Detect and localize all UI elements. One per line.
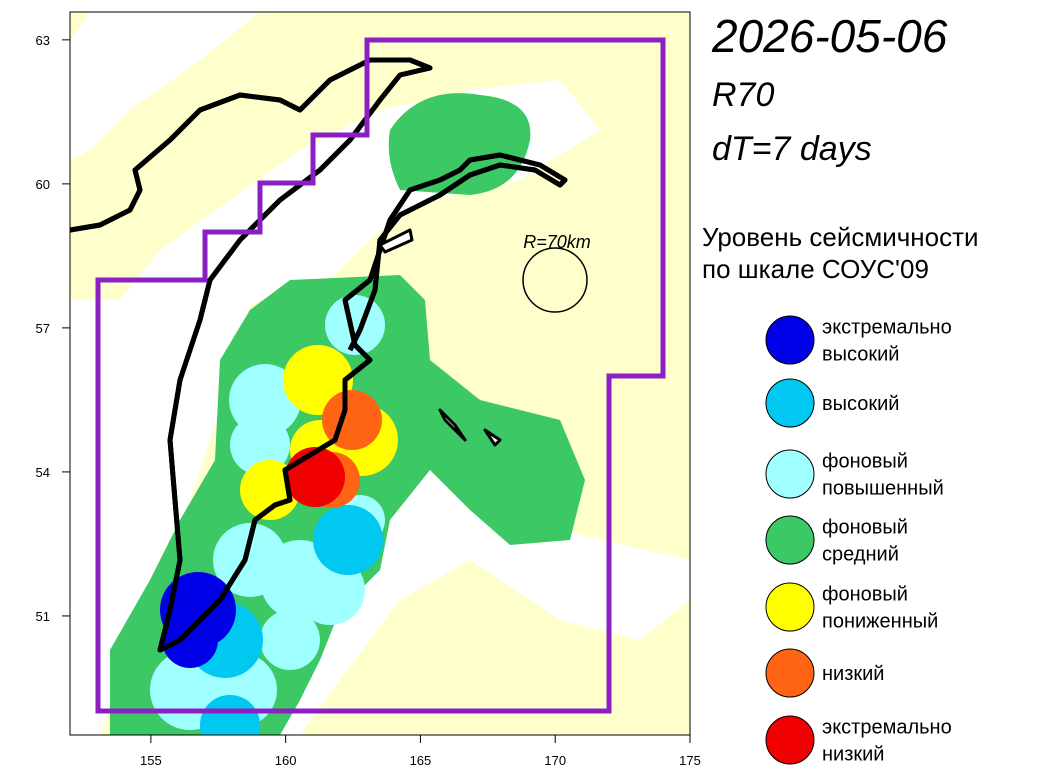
legend-swatch — [765, 582, 815, 632]
region-boundary — [95, 37, 666, 714]
legend-label: средний — [822, 544, 899, 566]
legend-swatch — [765, 715, 815, 765]
circle-label: R=70km — [523, 232, 591, 252]
date-title: 2026-05-06 — [711, 10, 948, 62]
legend-label: низкий — [822, 744, 884, 766]
axes: 155 160 165 170 175 51 54 57 60 63 — [36, 33, 701, 768]
map-area: R=70km — [70, 12, 690, 735]
legend-label: высокий — [822, 344, 899, 366]
sea — [70, 12, 260, 160]
y-tick-label: 60 — [36, 177, 50, 192]
legend-label: экстремально — [822, 317, 952, 339]
x-tick-label: 175 — [679, 753, 701, 768]
coastline — [70, 57, 568, 653]
legend-swatch — [765, 378, 815, 428]
x-tick-label: 160 — [275, 753, 297, 768]
legend-title: Уровень сейсмичности — [702, 222, 979, 252]
sea — [70, 300, 250, 735]
legend-swatch — [765, 449, 815, 499]
x-tick-label: 170 — [544, 753, 566, 768]
interval: dT=7 days — [712, 130, 872, 168]
legend-label: фоновый — [822, 451, 908, 473]
y-tick-label: 57 — [36, 321, 50, 336]
legend-title: по шкале СОУС'09 — [702, 254, 929, 284]
zone — [388, 93, 531, 195]
y-tick-label: 63 — [36, 33, 50, 48]
y-tick-label: 51 — [36, 609, 50, 624]
legend-label: низкий — [822, 663, 884, 685]
legend-swatch — [765, 648, 815, 698]
legend-label: фоновый — [822, 584, 908, 606]
map-frame — [69, 11, 691, 736]
legend-label: повышенный — [822, 478, 944, 500]
legend-swatch — [765, 515, 815, 565]
x-tick-label: 165 — [410, 753, 432, 768]
legend-label: фоновый — [822, 517, 908, 539]
radius-circle — [522, 247, 588, 313]
legend-label: высокий — [822, 393, 899, 415]
x-tick-label: 155 — [140, 753, 162, 768]
legend-label: пониженный — [822, 611, 938, 633]
legend-swatch — [765, 315, 815, 365]
radius-code: R70 — [712, 76, 774, 114]
legend-label: экстремально — [822, 717, 952, 739]
y-tick-label: 54 — [36, 465, 50, 480]
